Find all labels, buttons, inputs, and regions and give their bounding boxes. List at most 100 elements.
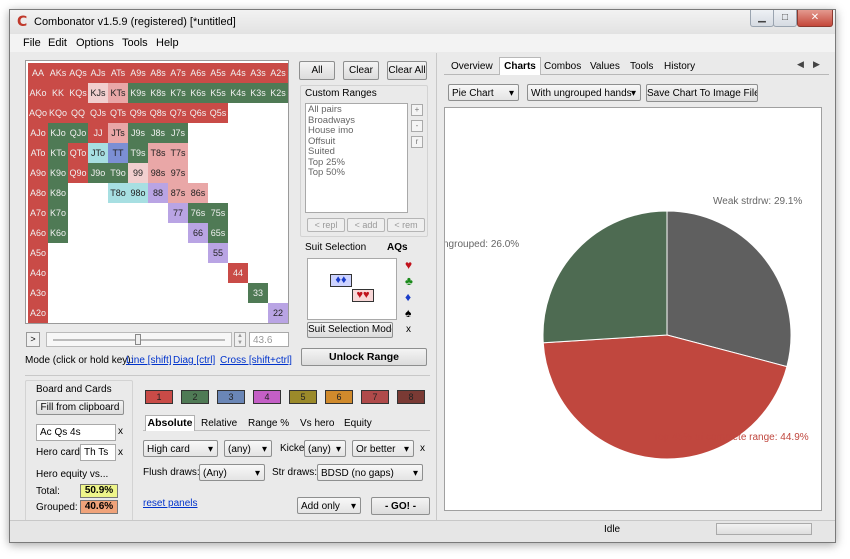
board-cards-input[interactable]: Ac Qs 4s: [36, 424, 116, 441]
filter-clear-x[interactable]: x: [420, 443, 425, 454]
hand-cell[interactable]: [228, 123, 248, 143]
hand-cell[interactable]: [148, 303, 168, 323]
subtab-relative[interactable]: Relative: [201, 418, 238, 429]
custom-range-item[interactable]: Offsuit: [308, 135, 336, 147]
hand-cell[interactable]: 76s: [188, 203, 208, 223]
slider-spin-button[interactable]: ▲ ▼: [234, 332, 246, 347]
hand-cell[interactable]: [88, 223, 108, 243]
hand-cell[interactable]: [148, 203, 168, 223]
hand-cell[interactable]: [268, 243, 288, 263]
hand-cell[interactable]: A8s: [148, 63, 168, 83]
hand-cell[interactable]: [248, 223, 268, 243]
hand-cell[interactable]: 88: [148, 183, 168, 203]
hand-cell[interactable]: 22: [268, 303, 288, 323]
hand-cell[interactable]: 98o: [128, 183, 148, 203]
custom-range-item[interactable]: All pairs: [308, 104, 342, 115]
hand-cell[interactable]: [108, 203, 128, 223]
hand-cell[interactable]: [148, 263, 168, 283]
hero-clear-x[interactable]: x: [118, 447, 123, 458]
subtab-absolute[interactable]: Absolute: [145, 415, 195, 431]
clear-button[interactable]: Clear: [343, 61, 379, 80]
hand-cell[interactable]: A3o: [28, 283, 48, 303]
slider-step-button[interactable]: >: [26, 332, 40, 347]
hand-cell[interactable]: J8s: [148, 123, 168, 143]
hand-subcategory-select[interactable]: (any): [224, 440, 272, 457]
go-button[interactable]: - GO! -: [371, 497, 430, 515]
list-scroll-mid-button[interactable]: -: [411, 120, 423, 132]
subtab-equity[interactable]: Equity: [344, 418, 372, 429]
hand-cell[interactable]: A9o: [28, 163, 48, 183]
hand-cell[interactable]: 98s: [148, 163, 168, 183]
hand-cell[interactable]: [188, 243, 208, 263]
hand-cell[interactable]: T8s: [148, 143, 168, 163]
hand-cell[interactable]: [228, 243, 248, 263]
save-chart-button[interactable]: Save Chart To Image File: [646, 84, 758, 102]
hand-cell[interactable]: [68, 223, 88, 243]
range-slider-thumb[interactable]: [135, 334, 141, 345]
hand-cell[interactable]: [228, 163, 248, 183]
chart-grouping-select[interactable]: With ungrouped hands: [527, 84, 641, 101]
hand-cell[interactable]: JTo: [88, 143, 108, 163]
hand-cell[interactable]: A2s: [268, 63, 288, 83]
hand-cell[interactable]: Q9o: [68, 163, 88, 183]
list-scroll-up-button[interactable]: +: [411, 104, 423, 116]
hand-cell[interactable]: [88, 283, 108, 303]
hand-cell[interactable]: K6s: [188, 83, 208, 103]
all-button[interactable]: All: [299, 61, 335, 80]
menu-help[interactable]: Help: [156, 37, 179, 49]
hand-cell[interactable]: [188, 303, 208, 323]
kicker-select[interactable]: (any): [304, 440, 346, 457]
straight-draws-select[interactable]: BDSD (no gaps): [317, 464, 423, 481]
hand-cell[interactable]: [128, 263, 148, 283]
hand-cell[interactable]: [208, 143, 228, 163]
hand-cell[interactable]: [128, 243, 148, 263]
hand-cell[interactable]: [168, 303, 188, 323]
color-group-8[interactable]: 8: [397, 390, 425, 404]
unlock-range-button[interactable]: Unlock Range: [301, 348, 427, 366]
color-group-7[interactable]: 7: [361, 390, 389, 404]
tab-scroll-right-icon[interactable]: ▶: [813, 59, 820, 69]
close-button[interactable]: ✕: [797, 10, 833, 27]
suit-clear-x[interactable]: x: [406, 324, 411, 335]
hand-cell[interactable]: QJo: [68, 123, 88, 143]
hand-cell[interactable]: [168, 223, 188, 243]
hand-cell[interactable]: T9s: [128, 143, 148, 163]
hand-cell[interactable]: QTo: [68, 143, 88, 163]
list-scroll-down-button[interactable]: r: [411, 136, 423, 148]
hand-cell[interactable]: J9o: [88, 163, 108, 183]
custom-range-item[interactable]: House imo: [308, 125, 354, 136]
hand-cell[interactable]: [248, 103, 268, 123]
hand-cell[interactable]: [228, 283, 248, 303]
hand-cell[interactable]: A5o: [28, 243, 48, 263]
color-group-1[interactable]: 1: [145, 390, 173, 404]
tab-scroll-left-icon[interactable]: ◀: [797, 59, 804, 69]
hand-cell[interactable]: K3s: [248, 83, 268, 103]
color-group-5[interactable]: 5: [289, 390, 317, 404]
hand-cell[interactable]: AQs: [68, 63, 88, 83]
hand-cell[interactable]: KQo: [48, 103, 68, 123]
hand-cell[interactable]: [168, 243, 188, 263]
color-group-6[interactable]: 6: [325, 390, 353, 404]
hand-cell[interactable]: K8s: [148, 83, 168, 103]
menu-edit[interactable]: Edit: [48, 37, 67, 49]
hand-cell[interactable]: Q5s: [208, 103, 228, 123]
hand-cell[interactable]: [268, 223, 288, 243]
hand-cell[interactable]: [68, 263, 88, 283]
hand-cell[interactable]: KQs: [68, 83, 88, 103]
hand-cell[interactable]: Q7s: [168, 103, 188, 123]
hand-cell[interactable]: 97s: [168, 163, 188, 183]
hand-cell[interactable]: 77: [168, 203, 188, 223]
tab-history[interactable]: History: [664, 61, 696, 72]
hand-cell[interactable]: [148, 223, 168, 243]
hand-cell[interactable]: 75s: [208, 203, 228, 223]
clear-all-button[interactable]: Clear All: [387, 61, 427, 80]
suit-combo-hearts[interactable]: ♥♥: [352, 289, 374, 302]
hand-cell[interactable]: [108, 223, 128, 243]
replace-range-button[interactable]: < repl: [307, 218, 345, 232]
hand-cell[interactable]: [108, 303, 128, 323]
hand-cell[interactable]: [208, 183, 228, 203]
hand-cell[interactable]: AKs: [48, 63, 68, 83]
hand-cell[interactable]: [208, 163, 228, 183]
hand-range-grid[interactable]: AA AKs AQs AJs ATs A9s A8s A7s A6s A5s A4s A3s A2s AK…: [25, 60, 289, 324]
hand-cell[interactable]: AJo: [28, 123, 48, 143]
